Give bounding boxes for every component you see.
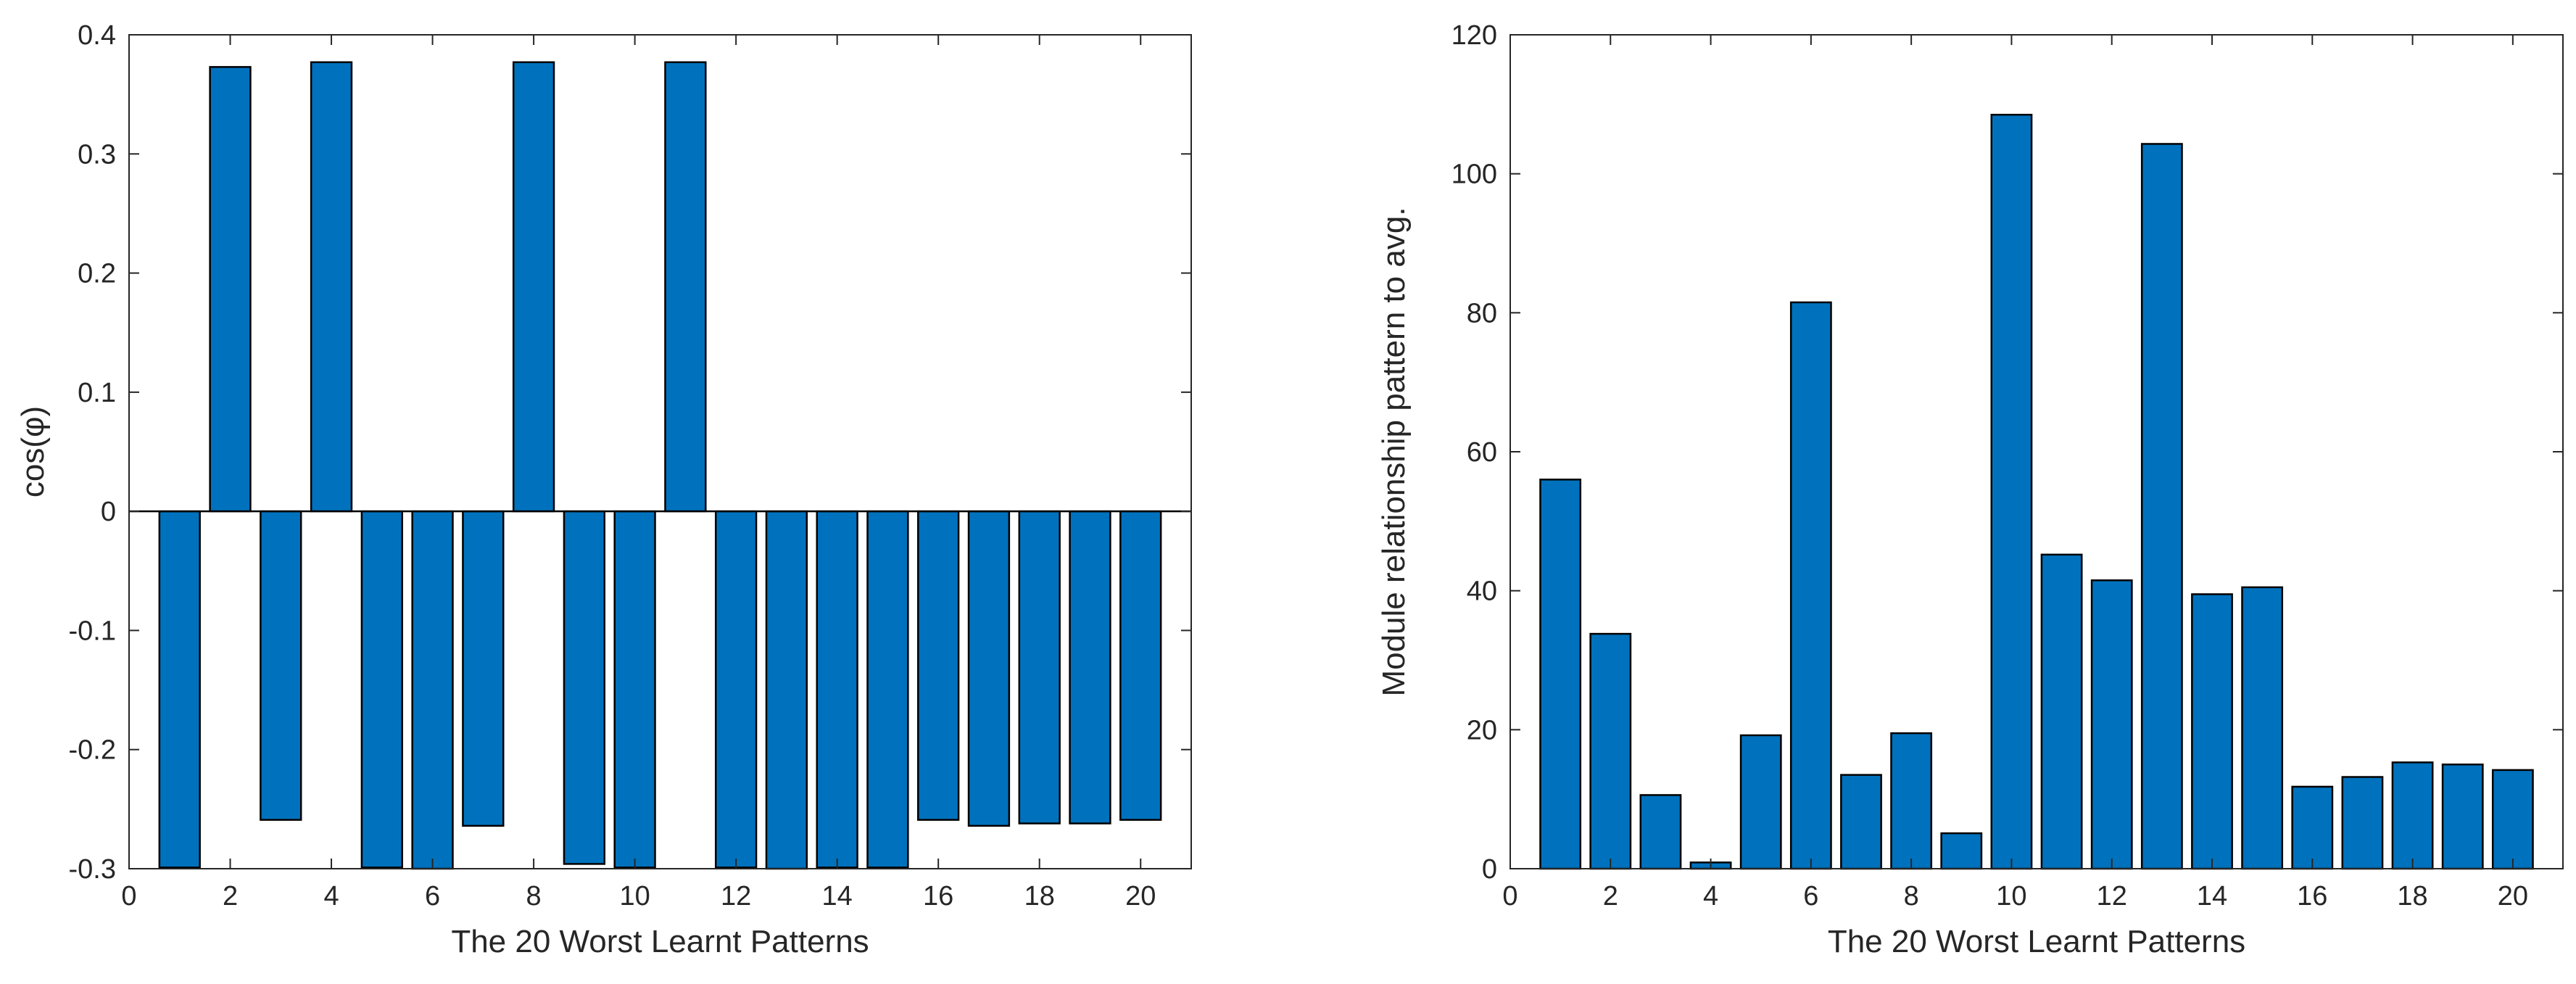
bar-17 xyxy=(2341,776,2384,870)
bar-5 xyxy=(360,510,403,869)
y-tick-label: 60 xyxy=(1467,437,1497,468)
bar-7 xyxy=(1840,774,1882,870)
plot-area xyxy=(129,35,1191,869)
bar-19 xyxy=(1069,510,1111,824)
y-tick-label: 40 xyxy=(1467,576,1497,607)
y-tick-label: 80 xyxy=(1467,298,1497,328)
bar-18 xyxy=(1018,510,1061,824)
bar-5 xyxy=(1739,734,1782,870)
y-tick-label: 0.2 xyxy=(78,259,116,289)
bar-2 xyxy=(209,66,252,513)
bar-3 xyxy=(1639,794,1682,870)
x-tick-label: 8 xyxy=(1904,881,1919,911)
bar-2 xyxy=(1589,632,1632,870)
plot-area xyxy=(1510,35,2563,869)
x-tick-label: 4 xyxy=(323,881,339,911)
bar-9 xyxy=(1940,832,1983,870)
bar-12 xyxy=(714,510,758,869)
x-axis-label: The 20 Worst Learnt Patterns xyxy=(451,924,869,959)
y-axis-label: Module relationship pattern to avg. xyxy=(1376,207,1412,696)
x-axis-label: The 20 Worst Learnt Patterns xyxy=(1828,924,2245,959)
x-tick-label: 18 xyxy=(1024,881,1055,911)
bar-18 xyxy=(2391,761,2434,870)
x-tick-label: 0 xyxy=(1502,881,1517,911)
y-tick-label: 0.1 xyxy=(78,378,116,408)
bar-20 xyxy=(2491,769,2534,870)
bar-9 xyxy=(563,510,606,865)
bar-11 xyxy=(664,61,707,513)
bar-12 xyxy=(2090,579,2133,870)
bar-1 xyxy=(158,510,201,869)
y-tick-label: 0 xyxy=(101,497,116,527)
x-tick-label: 14 xyxy=(822,881,853,911)
x-tick-label: 0 xyxy=(121,881,136,911)
axes-box xyxy=(128,34,1192,869)
y-tick-label: 120 xyxy=(1451,20,1497,51)
chart-cos-phi: 0 2 4 6 8 10 12 14 16 18 20 -0.3 -0.2 -0.1 0 0.1 0.2 0.3 0… xyxy=(15,20,1192,959)
chart-module-relationship: 0 2 4 6 8 10 12 14 16 18 20 0 20 40 60 80 100 120 The 20 W… xyxy=(1376,20,2564,959)
x-tick-label: 12 xyxy=(2097,881,2127,911)
bar-6 xyxy=(411,510,454,870)
x-tick-label: 18 xyxy=(2397,881,2427,911)
x-tick-label: 16 xyxy=(2297,881,2327,911)
y-tick-label: 0 xyxy=(1482,854,1497,885)
y-tick-label: -0.2 xyxy=(69,735,116,766)
x-tick-label: 6 xyxy=(425,881,440,911)
x-tick-label: 20 xyxy=(1125,881,1156,911)
x-tick-label: 16 xyxy=(923,881,953,911)
bar-4 xyxy=(310,61,353,513)
bar-14 xyxy=(816,510,858,869)
bar-13 xyxy=(2140,143,2183,870)
x-tick-label: 4 xyxy=(1703,881,1718,911)
x-tick-label: 6 xyxy=(1803,881,1818,911)
y-axis-label: cos(φ) xyxy=(15,406,51,497)
x-tick-label: 20 xyxy=(2498,881,2528,911)
y-tick-label: 100 xyxy=(1451,160,1497,190)
bar-16 xyxy=(2291,785,2334,870)
y-tick-label: 0.3 xyxy=(78,139,116,170)
bar-20 xyxy=(1119,510,1162,821)
y-tick-label: -0.1 xyxy=(69,616,116,646)
bar-10 xyxy=(613,510,656,869)
x-tick-label: 10 xyxy=(1996,881,2026,911)
x-tick-label: 10 xyxy=(619,881,650,911)
x-tick-label: 2 xyxy=(223,881,238,911)
bar-13 xyxy=(765,510,808,870)
bar-8 xyxy=(512,61,555,513)
y-tick-label: 20 xyxy=(1467,715,1497,745)
x-tick-label: 14 xyxy=(2197,881,2227,911)
bar-14 xyxy=(2191,593,2233,870)
bar-15 xyxy=(866,510,909,869)
bar-10 xyxy=(1990,113,2033,870)
bar-6 xyxy=(1789,301,1832,870)
bar-19 xyxy=(2441,764,2484,870)
y-tick-label: -0.3 xyxy=(69,854,116,885)
bar-8 xyxy=(1890,732,1933,870)
y-tick-label: 0.4 xyxy=(78,20,116,51)
x-tick-label: 12 xyxy=(721,881,751,911)
bar-3 xyxy=(260,510,302,821)
bar-15 xyxy=(2241,586,2284,870)
x-tick-label: 8 xyxy=(526,881,542,911)
bar-11 xyxy=(2040,553,2083,870)
x-tick-label: 2 xyxy=(1603,881,1618,911)
bar-7 xyxy=(462,510,505,827)
bar-16 xyxy=(917,510,960,821)
bar-1 xyxy=(1539,479,1582,870)
bar-17 xyxy=(967,510,1011,827)
